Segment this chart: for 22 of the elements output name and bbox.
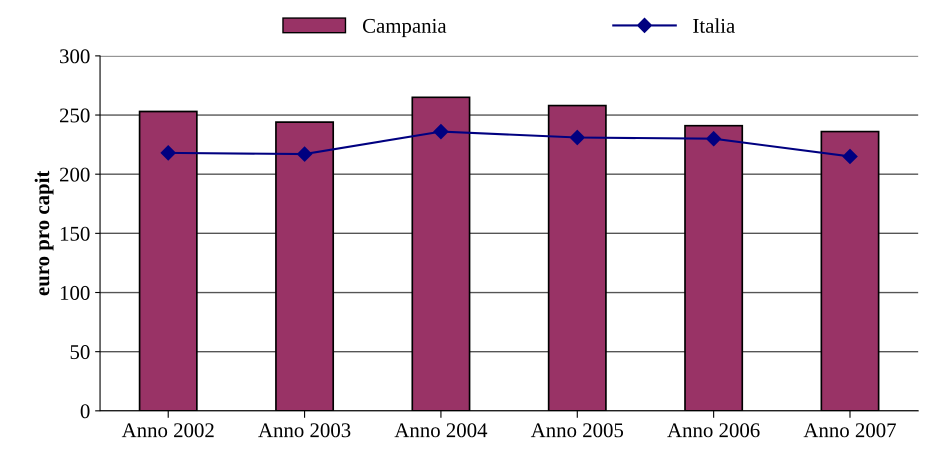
y-tick-label: 250: [60, 108, 90, 122]
legend-label: Campania: [363, 18, 446, 38]
x-tick-label: Anno 2007: [804, 423, 896, 438]
y-tick-label: 200: [60, 168, 90, 182]
point: [570, 130, 585, 146]
x-tick-label: Anno 2004: [394, 423, 488, 438]
y-tick-label: 150: [60, 226, 90, 241]
y-tick-label: 0: [80, 404, 90, 418]
point: [297, 146, 312, 162]
x-tick-label: Anno 2006: [667, 423, 760, 438]
y-tick-label: 300: [60, 49, 90, 64]
point: [160, 145, 176, 160]
y-tick-label: 100: [60, 286, 90, 300]
y-tick-label: 50: [70, 345, 90, 360]
x-tick-label: Anno 2003: [258, 423, 350, 438]
y-axis-title: euro pro capit: [34, 170, 54, 296]
point: [842, 148, 858, 164]
x-tick-label: Anno 2002: [122, 423, 214, 438]
point: [433, 124, 448, 140]
point: [706, 131, 722, 146]
x-tick-label: Anno 2005: [530, 423, 624, 438]
legend-label: Italia: [693, 18, 735, 33]
